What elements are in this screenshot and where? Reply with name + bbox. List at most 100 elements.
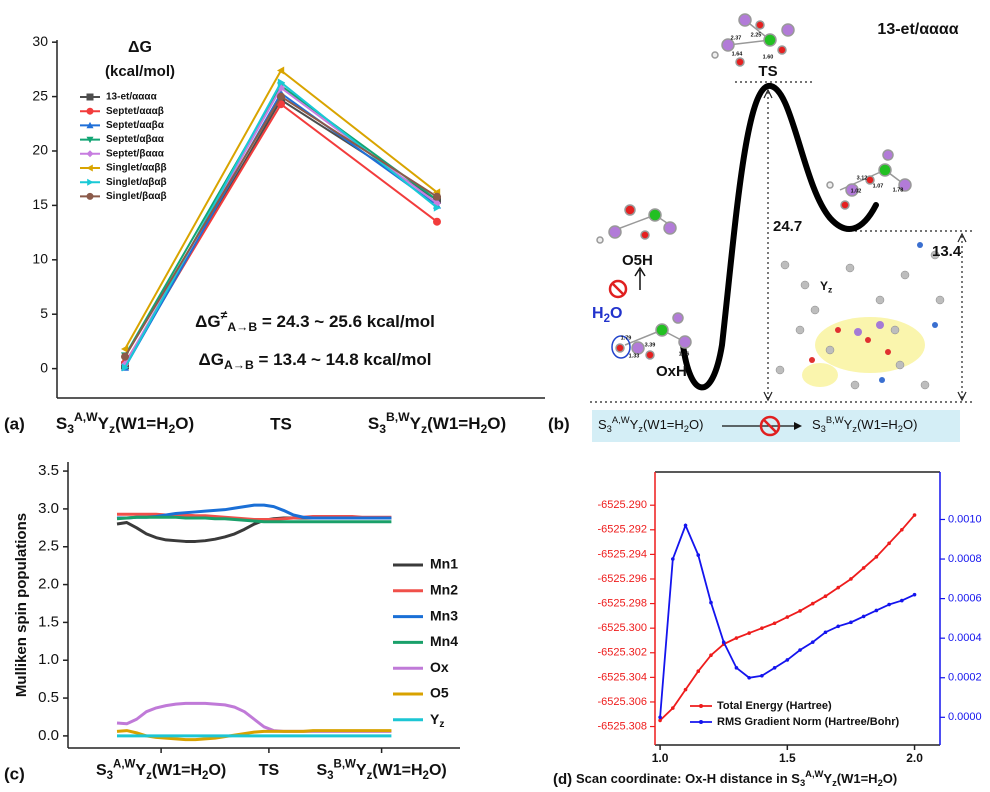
y-tick-label: 2.0 [38, 576, 59, 593]
marker [722, 640, 726, 644]
y-tick-label: -6525.304 [597, 671, 647, 683]
text-part: A,W [805, 768, 823, 779]
text-part: Scan coordinate: Ox-H distance in S [576, 771, 800, 786]
marker [798, 609, 802, 613]
text-part: = 24.3 ~ 25.6 kcal/mol [257, 312, 435, 331]
reaction-energy-label: 13.4 [932, 243, 962, 260]
text-part: O) [903, 417, 917, 432]
bond-length: 1.02 [851, 188, 862, 194]
y-tick-label: 1.0 [38, 651, 59, 668]
marker [875, 555, 879, 559]
legend-label: Singlet/ααββ [106, 163, 167, 174]
y2-tick-label: 0.0002 [948, 672, 982, 684]
marker [773, 621, 777, 625]
y-tick-label: 0.0 [38, 727, 59, 744]
text-part: z [439, 719, 444, 730]
y-tick-label: -6525.308 [597, 720, 647, 732]
marker [747, 676, 751, 680]
marker [824, 630, 828, 634]
text-part: z [828, 285, 832, 295]
bond-length: 1.79 [621, 335, 632, 341]
y-tick-label: -6525.292 [597, 524, 647, 536]
x-tick-label: TS [270, 414, 292, 433]
legend-label: Septet/αααβ [106, 106, 164, 117]
bond-length: 2.25 [751, 32, 762, 38]
text-part: Y [410, 414, 422, 433]
species-label: O5H [622, 252, 653, 269]
y-tick-label: 15 [32, 196, 48, 212]
y-tick-label: -6525.290 [597, 499, 647, 511]
marker [887, 603, 891, 607]
legend-label: Ox [430, 659, 449, 675]
y2-tick-label: 0.0008 [948, 553, 982, 565]
y2-tick-label: 0.0000 [948, 711, 982, 723]
text-part: O) [487, 414, 506, 433]
text-part: Y [98, 414, 110, 433]
text-part: S [96, 762, 107, 779]
marker [433, 218, 441, 226]
marker [709, 601, 713, 605]
marker [913, 593, 917, 597]
marker [671, 706, 675, 710]
x-tick-label: 2.0 [906, 751, 923, 765]
marker [760, 626, 764, 630]
text-part: B,W [334, 759, 357, 771]
marker [696, 553, 700, 557]
text-part: ΔG [199, 350, 224, 369]
text-part: (W1=H [427, 414, 480, 433]
marker [87, 108, 94, 115]
marker [747, 631, 751, 635]
marker [836, 625, 840, 629]
text-part: A,W [74, 410, 98, 424]
y-tick-label: 25 [32, 87, 48, 103]
bond-length: 1.07 [873, 183, 884, 189]
y-tick-label: 0 [40, 359, 48, 375]
diagram-title: 13-et/αααα [877, 21, 958, 38]
text-part: Y [844, 417, 853, 432]
marker [862, 615, 866, 619]
marker [684, 688, 688, 692]
panel-label: (d) [553, 771, 572, 788]
x-tick-label: 1.5 [779, 751, 796, 765]
text-part: O [610, 305, 622, 322]
marker [658, 719, 662, 723]
marker [849, 577, 853, 581]
legend-label: Mn4 [430, 633, 458, 649]
bond-length: 1.33 [629, 353, 640, 359]
text-part: A,W [612, 414, 630, 425]
marker [735, 666, 739, 670]
text-part: A→B [227, 320, 257, 334]
y-tick-label: 2.5 [38, 538, 59, 555]
x-axis-label: Scan coordinate: Ox-H distance in S3A,WY… [576, 768, 897, 788]
text-part: O) [689, 417, 703, 432]
y-axis-label: Mulliken spin populations [13, 513, 30, 697]
marker [277, 93, 285, 101]
text-part: S [812, 417, 821, 432]
text-part: B,W [386, 410, 410, 424]
species-label: OxH [656, 363, 687, 380]
y2-tick-label: 0.0004 [948, 632, 982, 644]
y-tick-label: 3.0 [38, 500, 59, 517]
marker [696, 669, 700, 673]
y-tick-label: -6525.296 [597, 573, 647, 585]
marker [87, 193, 94, 200]
legend-label: Total Energy (Hartree) [717, 700, 832, 712]
legend-label: RMS Gradient Norm (Hartree/Bohr) [717, 716, 899, 728]
marker [433, 193, 441, 201]
y2-tick-label: 0.0010 [948, 513, 982, 525]
bond-length: 1.76 [679, 351, 690, 357]
marker [786, 615, 790, 619]
legend-label: Mn1 [430, 556, 458, 572]
legend-label: O5 [430, 685, 449, 701]
y-tick-label: 30 [32, 33, 48, 49]
text-part: S [56, 414, 67, 433]
text-part: = 13.4 ~ 14.8 kcal/mol [254, 350, 432, 369]
y-tick-label: 20 [32, 142, 48, 158]
text-part: O) [883, 771, 897, 786]
text-part: (W1=H [643, 417, 684, 432]
marker [849, 621, 853, 625]
text-part: S [368, 414, 379, 433]
marker [862, 566, 866, 570]
text-part: H [592, 305, 604, 322]
text-part: Y [356, 762, 367, 779]
